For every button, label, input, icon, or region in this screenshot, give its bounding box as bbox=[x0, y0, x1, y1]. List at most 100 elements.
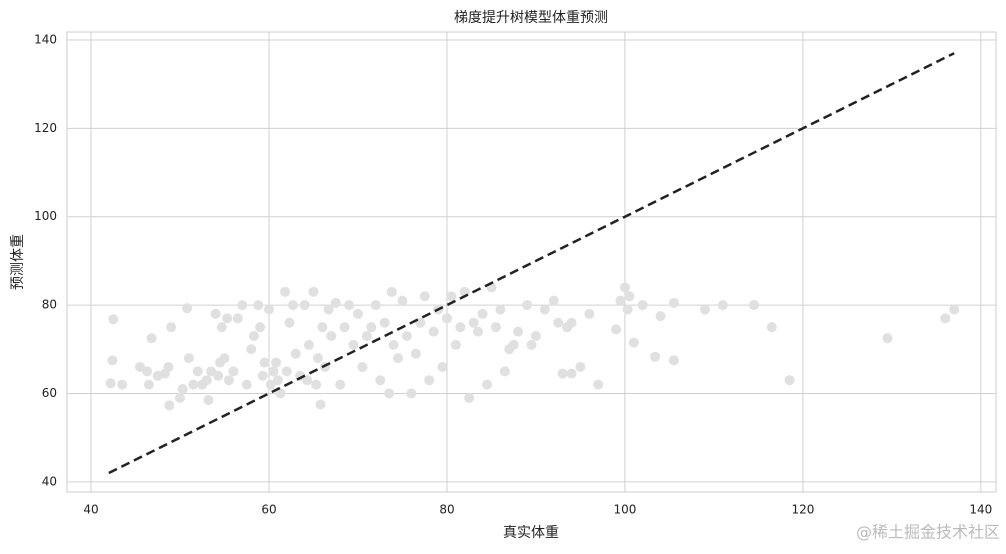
point bbox=[259, 357, 270, 368]
point bbox=[326, 331, 337, 342]
point bbox=[386, 286, 397, 297]
chart-title: 梯度提升树模型体重预测 bbox=[454, 10, 608, 26]
x-tick-label: 40 bbox=[83, 503, 98, 517]
point bbox=[299, 300, 310, 311]
y-tick-label: 80 bbox=[42, 298, 57, 312]
point bbox=[348, 339, 359, 350]
point bbox=[143, 379, 154, 390]
point bbox=[593, 379, 604, 390]
point bbox=[183, 353, 194, 364]
point bbox=[352, 308, 363, 319]
point bbox=[330, 297, 341, 308]
y-tick-label: 100 bbox=[34, 209, 57, 223]
point bbox=[401, 331, 412, 342]
point bbox=[566, 317, 577, 328]
point bbox=[473, 326, 484, 337]
point bbox=[450, 339, 461, 350]
point bbox=[655, 311, 666, 322]
point bbox=[275, 388, 286, 399]
point bbox=[105, 378, 116, 389]
point bbox=[375, 375, 386, 386]
point bbox=[611, 324, 622, 335]
point bbox=[246, 344, 257, 355]
point bbox=[213, 370, 224, 381]
point bbox=[188, 379, 199, 390]
point bbox=[584, 308, 595, 319]
point bbox=[228, 366, 239, 377]
point bbox=[419, 291, 430, 302]
point bbox=[268, 366, 279, 377]
point bbox=[192, 366, 203, 377]
point bbox=[241, 379, 252, 390]
watermark: @稀土掘金技术社区 bbox=[856, 523, 1000, 542]
point bbox=[522, 300, 533, 311]
point bbox=[882, 333, 893, 344]
point bbox=[339, 322, 350, 333]
point bbox=[304, 339, 315, 350]
x-tick-label: 100 bbox=[613, 503, 636, 517]
point bbox=[253, 300, 264, 311]
point bbox=[311, 379, 322, 390]
point bbox=[222, 313, 233, 324]
point bbox=[700, 304, 711, 315]
point bbox=[370, 300, 381, 311]
point bbox=[397, 295, 408, 306]
point bbox=[406, 388, 417, 399]
x-axis-label: 真实体重 bbox=[503, 525, 559, 541]
point bbox=[575, 361, 586, 372]
point bbox=[428, 326, 439, 337]
point bbox=[455, 322, 466, 333]
point bbox=[468, 317, 479, 328]
point bbox=[203, 395, 214, 406]
point bbox=[107, 355, 118, 366]
point bbox=[134, 361, 145, 372]
x-tick-label: 140 bbox=[969, 503, 992, 517]
point bbox=[388, 339, 399, 350]
y-tick-label: 60 bbox=[42, 386, 57, 400]
point bbox=[177, 384, 188, 395]
point bbox=[317, 322, 328, 333]
point bbox=[637, 300, 648, 311]
point bbox=[288, 300, 299, 311]
point bbox=[508, 339, 519, 350]
point bbox=[495, 304, 506, 315]
point bbox=[308, 286, 319, 297]
point bbox=[284, 317, 295, 328]
point bbox=[526, 339, 537, 350]
point bbox=[361, 331, 372, 342]
point bbox=[216, 322, 227, 333]
point bbox=[784, 375, 795, 386]
point bbox=[437, 361, 448, 372]
point bbox=[146, 333, 157, 344]
point bbox=[265, 379, 276, 390]
reference-line bbox=[108, 52, 955, 475]
point bbox=[513, 326, 524, 337]
x-tick-label: 60 bbox=[261, 503, 276, 517]
y-tick-label: 40 bbox=[42, 474, 57, 488]
point bbox=[424, 375, 435, 386]
plot-area bbox=[66, 31, 997, 493]
point bbox=[717, 300, 728, 311]
x-tick-label: 80 bbox=[439, 503, 454, 517]
point bbox=[766, 322, 777, 333]
point bbox=[539, 304, 550, 315]
point bbox=[668, 355, 679, 366]
point bbox=[650, 351, 661, 362]
point bbox=[206, 366, 217, 377]
point bbox=[280, 286, 291, 297]
point bbox=[315, 399, 326, 410]
point bbox=[257, 370, 268, 381]
point bbox=[163, 361, 174, 372]
point bbox=[142, 366, 153, 377]
x-tick-label: 120 bbox=[791, 503, 814, 517]
point bbox=[949, 304, 960, 315]
point bbox=[223, 375, 234, 386]
point bbox=[384, 388, 395, 399]
point bbox=[619, 282, 630, 293]
point bbox=[393, 353, 404, 364]
point bbox=[441, 313, 452, 324]
point bbox=[477, 308, 488, 319]
point bbox=[530, 331, 541, 342]
point bbox=[117, 379, 128, 390]
point bbox=[357, 361, 368, 372]
